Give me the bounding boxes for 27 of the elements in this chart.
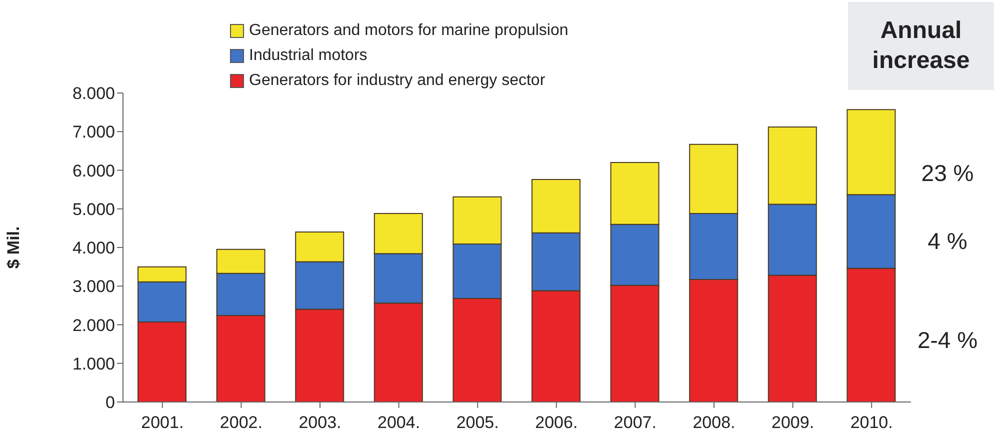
text: 4 % bbox=[928, 228, 968, 254]
text: Annual increase bbox=[872, 17, 970, 74]
y-tick-label: 3.000 bbox=[72, 277, 115, 296]
y-tick-label: 4.000 bbox=[72, 238, 115, 258]
x-tick-label: 2009. bbox=[772, 413, 814, 432]
x-tick-label: 2003. bbox=[298, 413, 342, 432]
legend-label: Generators and motors for marine propulsion bbox=[249, 21, 568, 41]
y-axis-title: $ Mil. bbox=[4, 226, 24, 269]
y-tick-label: 5.000 bbox=[72, 200, 115, 219]
y-tick-label: 0 bbox=[106, 393, 115, 412]
x-tick-label: 2001. bbox=[141, 413, 184, 432]
y-tick-label: 2.000 bbox=[72, 316, 115, 335]
legend-label: Generators for industry and energy sector bbox=[249, 71, 546, 91]
y-tick-label: 6.000 bbox=[72, 161, 115, 180]
y-tick-label: 8.000 bbox=[72, 84, 115, 104]
x-tick-label: 2008. bbox=[692, 413, 736, 432]
y-tick-label: 1.000 bbox=[72, 354, 115, 374]
x-tick-label: 2004. bbox=[378, 413, 420, 432]
y-tick-label: 7.000 bbox=[72, 122, 115, 142]
x-tick-label: 2005. bbox=[456, 413, 499, 432]
text: 23 % bbox=[921, 160, 974, 186]
x-tick-label: 2007. bbox=[614, 413, 656, 432]
x-tick-label: 2010. bbox=[850, 413, 893, 432]
legend-label: Industrial motors bbox=[249, 46, 368, 66]
x-tick-label: 2002. bbox=[220, 413, 262, 432]
text: 2-4 % bbox=[917, 327, 978, 353]
x-tick-label: 2006. bbox=[535, 413, 578, 432]
